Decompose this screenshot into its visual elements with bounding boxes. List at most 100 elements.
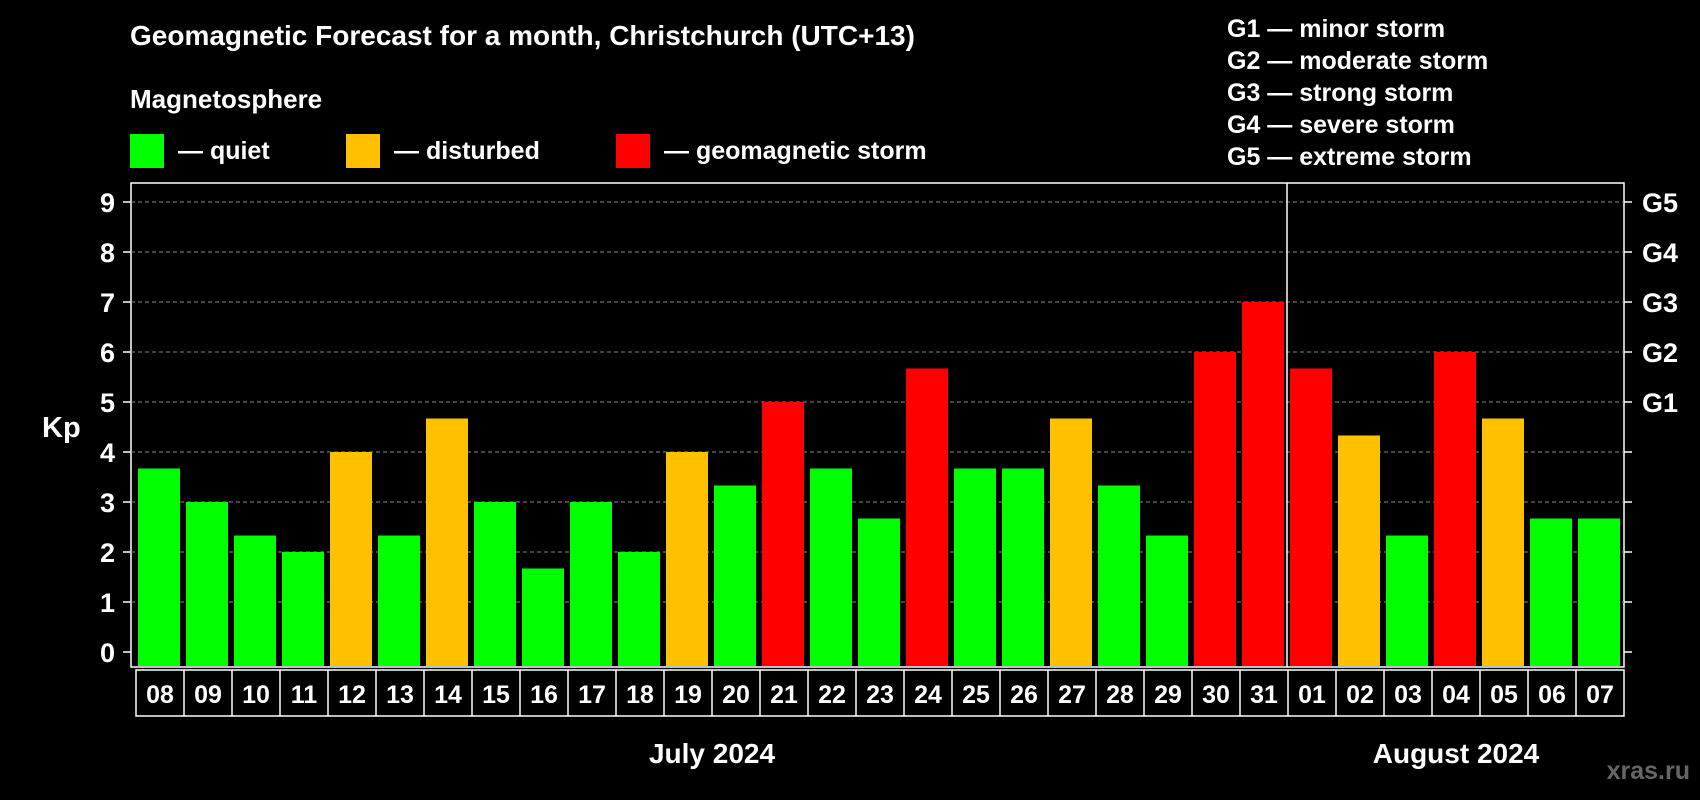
y-tick-label: 3 [100,488,115,518]
storm-scale-g3: G3 — strong storm [1227,79,1454,107]
y-axis-label: Kp [42,412,81,444]
legend-label-quiet: — quiet [178,136,270,165]
bar [1290,368,1332,666]
bar [1578,518,1620,666]
y-tick-label: 5 [100,388,115,418]
y-tick-label: 2 [100,538,115,568]
x-tick-label: 13 [386,681,414,709]
bar [1098,485,1140,666]
x-tick-label: 26 [1010,681,1038,709]
bar [474,502,516,666]
bar [186,502,228,666]
storm-scale-g4: G4 — severe storm [1227,111,1455,139]
bar [954,468,996,666]
legend-item-storm: — geomagnetic storm [616,134,927,168]
x-tick-label: 06 [1538,681,1566,709]
x-tick-label: 27 [1058,681,1086,709]
x-tick-label: 25 [962,681,990,709]
chart-title: Geomagnetic Forecast for a month, Christ… [130,20,915,51]
x-tick-label: 20 [722,681,750,709]
x-tick-label: 15 [482,681,510,709]
bar [570,502,612,666]
storm-scale-g5: G5 — extreme storm [1227,143,1472,171]
x-tick-label: 01 [1298,681,1326,709]
bar [522,568,564,666]
bar [1386,535,1428,666]
x-tick-label: 02 [1346,681,1374,709]
x-tick-label: 17 [578,681,606,709]
legend-item-quiet: — quiet [130,134,270,168]
legend-swatch-disturbed [346,134,380,168]
legend-item-disturbed: — disturbed [346,134,540,168]
x-tick-label: 22 [818,681,846,709]
bar [1242,302,1284,666]
bar [426,418,468,666]
watermark: xras.ru [1606,757,1690,785]
right-axis-label: G3 [1642,288,1678,318]
x-tick-label: 31 [1250,681,1278,709]
bar [138,468,180,666]
legend-label-disturbed: — disturbed [394,136,540,165]
x-tick-label: 09 [194,681,222,709]
y-tick-label: 4 [100,438,115,468]
legend-swatch-quiet [130,134,164,168]
x-tick-label: 28 [1106,681,1134,709]
y-tick-label: 0 [100,638,115,668]
legend-swatch-storm [616,134,650,168]
x-tick-label: 29 [1154,681,1182,709]
bar [1194,352,1236,666]
x-tick-label: 16 [530,681,558,709]
x-tick-label: 24 [914,681,942,709]
y-tick-label: 6 [100,338,115,368]
x-tick-label: 03 [1394,681,1422,709]
bar [1002,468,1044,666]
storm-scale-legend: G1 — minor storm G2 — moderate storm G3 … [1227,13,1488,173]
bar [234,535,276,666]
bar [762,402,804,666]
x-tick-label: 07 [1586,681,1614,709]
bar [714,485,756,666]
x-tick-label: 14 [434,681,462,709]
x-tick-label: 30 [1202,681,1230,709]
storm-scale-g1: G1 — minor storm [1227,15,1446,43]
bar [282,552,324,666]
x-tick-label: 18 [626,681,654,709]
bar [1338,435,1380,666]
storm-scale-g2: G2 — moderate storm [1227,47,1489,75]
x-tick-label: 04 [1442,681,1470,709]
y-tick-label: 7 [100,288,115,318]
x-tick-label: 21 [770,681,798,709]
x-tick-label: 12 [338,681,366,709]
right-axis-label: G5 [1642,188,1678,218]
bar [330,452,372,666]
x-tick-label: 19 [674,681,702,709]
y-tick-label: 9 [100,188,115,218]
right-axis-label: G2 [1642,338,1678,368]
bar [666,452,708,666]
bar [1050,418,1092,666]
x-tick-label: 11 [291,681,318,709]
bar [906,368,948,666]
bar [810,468,852,666]
x-axis-box [135,669,1625,717]
right-axis-label: G4 [1642,238,1678,268]
bar [378,535,420,666]
bar [858,518,900,666]
x-tick-label: 10 [242,681,270,709]
right-axis-label: G1 [1642,388,1678,418]
bar [1482,418,1524,666]
x-tick-label: 05 [1490,681,1518,709]
x-tick-label: 23 [866,681,894,709]
plot-frame [130,182,1625,668]
legend-label-storm: — geomagnetic storm [664,136,927,165]
x-tick-label: 08 [146,681,174,709]
month-label: July 2024 [649,738,776,769]
y-tick-label: 1 [100,588,115,618]
month-label: August 2024 [1373,738,1540,769]
bar [618,552,660,666]
legend-heading: Magnetosphere [130,84,323,114]
bar [1146,535,1188,666]
bar [1530,518,1572,666]
bar [1434,352,1476,666]
